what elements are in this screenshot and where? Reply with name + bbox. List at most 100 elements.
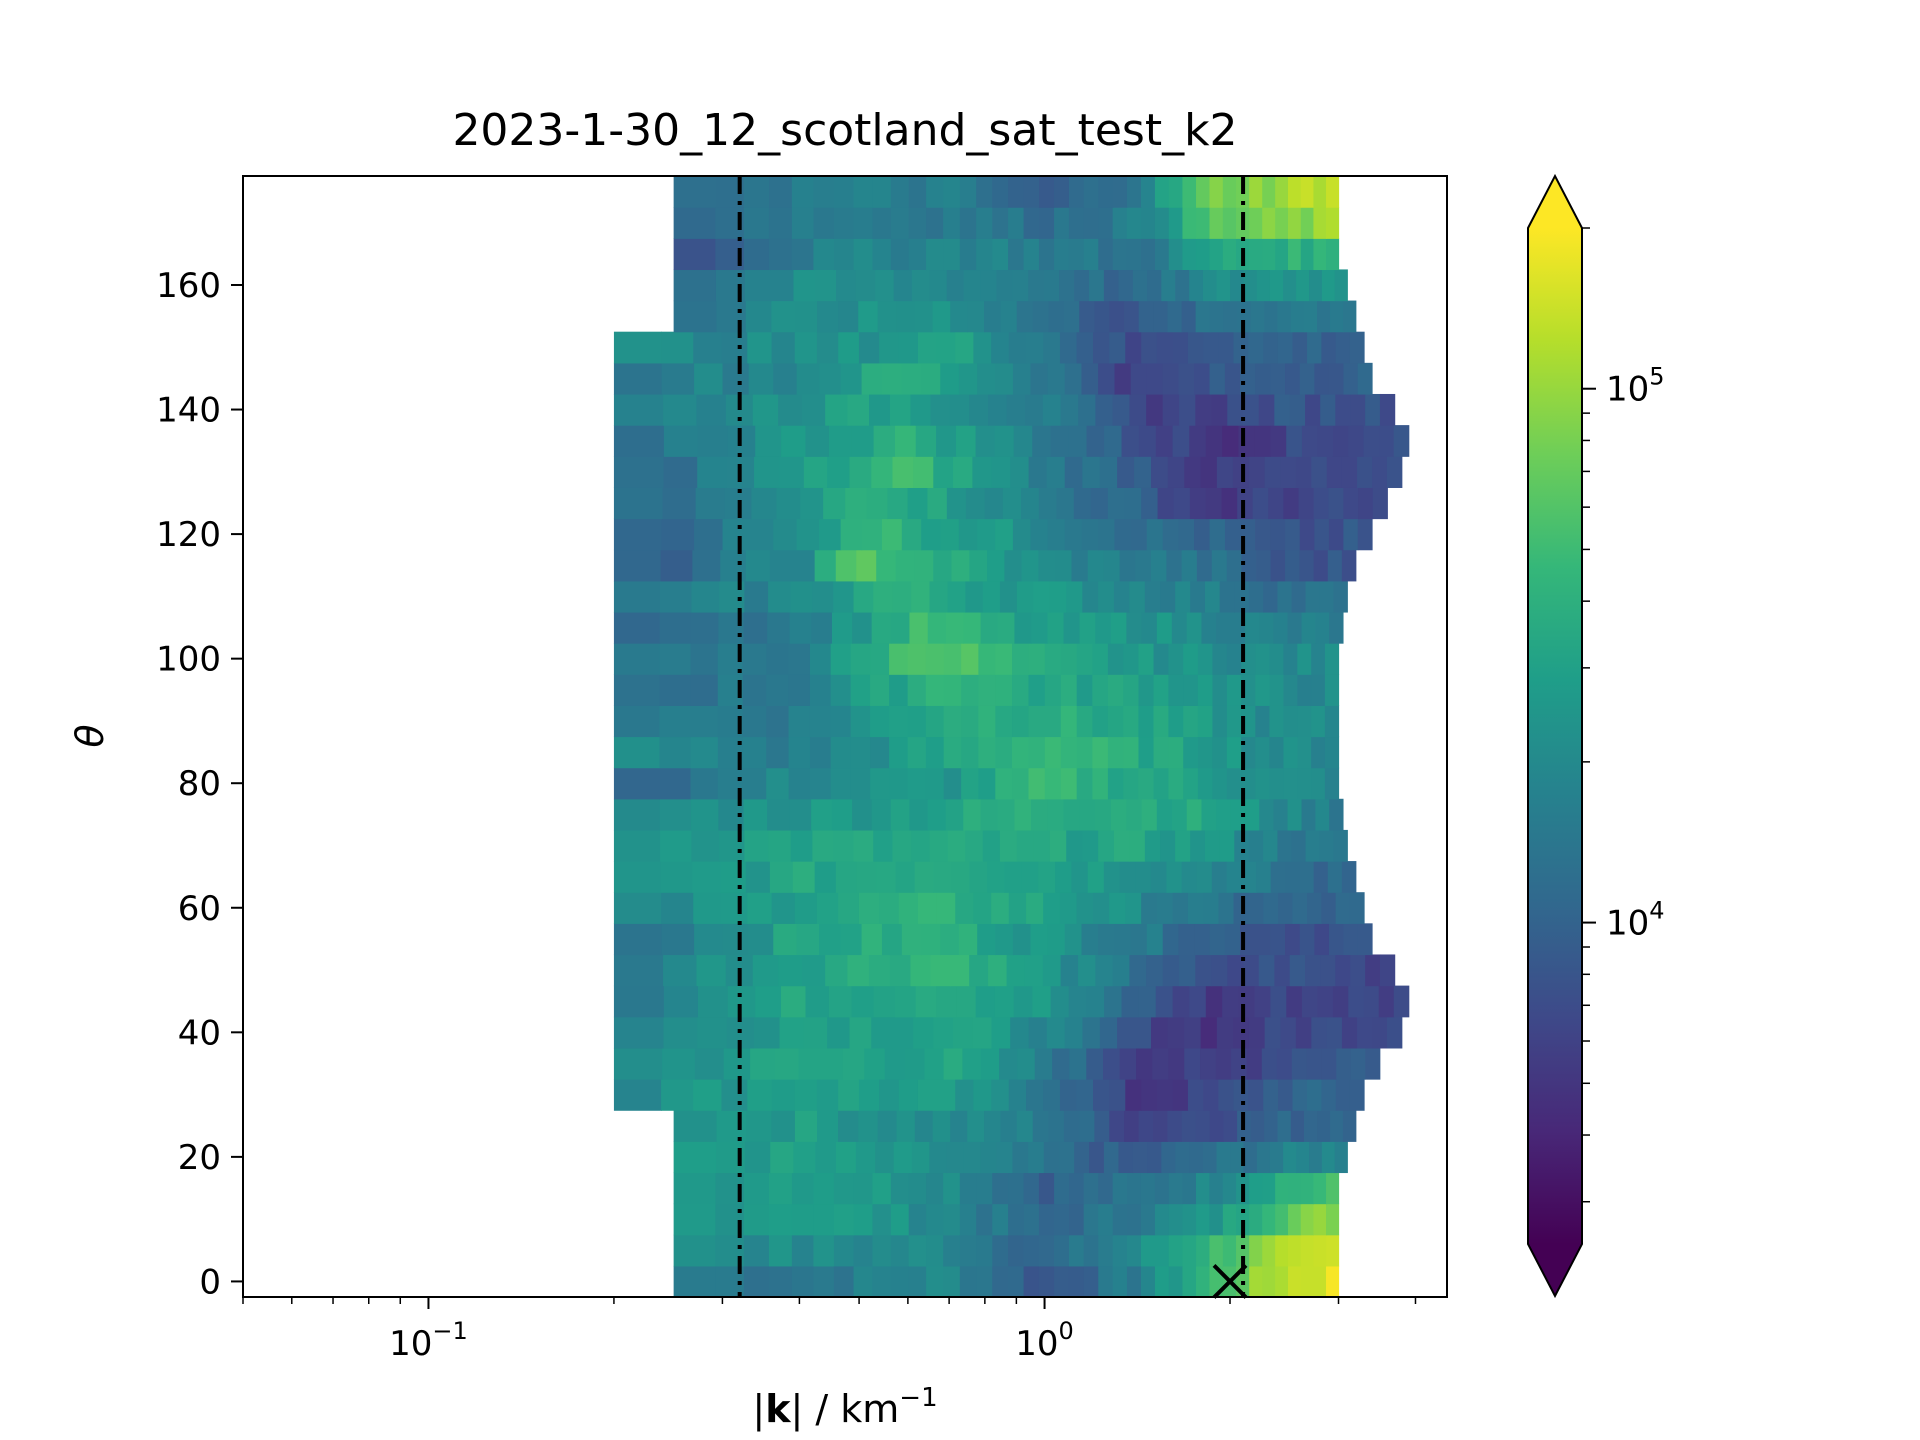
heatmap-cell: [1098, 518, 1116, 551]
heatmap-cell: [1016, 300, 1034, 333]
heatmap-cell: [1140, 1234, 1156, 1267]
heatmap-cell: [929, 829, 949, 862]
heatmap-cell: [1083, 1203, 1099, 1236]
heatmap-cell: [1285, 518, 1301, 551]
heatmap-cell: [1299, 549, 1315, 582]
heatmap-cell: [813, 1265, 835, 1298]
heatmap-cell: [1314, 362, 1330, 395]
heatmap-cell: [660, 580, 693, 613]
heatmap-cell: [1175, 1141, 1190, 1174]
heatmap-cell: [1112, 238, 1128, 271]
heatmap-cell: [1168, 1234, 1184, 1267]
heatmap-cell: [1230, 1141, 1245, 1174]
heatmap-cell: [1335, 892, 1351, 924]
heatmap-cell: [1008, 238, 1025, 271]
heatmap-cell: [1076, 705, 1093, 738]
heatmap-cell: [907, 643, 927, 675]
heatmap-cell: [1024, 393, 1044, 426]
heatmap-cell: [1216, 456, 1234, 488]
heatmap-cell: [896, 1110, 916, 1142]
heatmap-cell: [1219, 829, 1235, 862]
heatmap-cell: [949, 393, 970, 426]
heatmap-cell: [1168, 1203, 1184, 1236]
heatmap-cell: [1358, 487, 1374, 520]
heatmap-cell: [1076, 331, 1094, 364]
heatmap-cell: [1156, 611, 1173, 644]
heatmap-cell: [1306, 1047, 1323, 1080]
heatmap-cell: [1187, 1079, 1204, 1111]
heatmap-cell: [1315, 611, 1330, 644]
heatmap-cell: [1092, 767, 1109, 800]
heatmap-cell: [926, 1265, 944, 1298]
heatmap-cell: [1026, 1079, 1044, 1111]
heatmap-cell: [613, 861, 662, 893]
reference-lines: [737, 176, 1246, 1297]
heatmap-cell: [1285, 362, 1301, 395]
heatmap-cell: [1201, 798, 1217, 831]
heatmap-cell: [892, 580, 912, 613]
heatmap-cell: [1379, 393, 1396, 426]
heatmap-cell: [992, 176, 1009, 208]
heatmap-cell: [1224, 362, 1241, 395]
heatmap-cell: [1233, 1079, 1250, 1111]
heatmap-cell: [1209, 1234, 1224, 1267]
heatmap-cell: [1255, 705, 1271, 738]
heatmap-cell: [823, 487, 846, 520]
heatmap-cell: [881, 518, 903, 551]
x-axis: 10−1 100: [242, 1297, 1417, 1364]
heatmap-cell: [1098, 176, 1114, 208]
heatmap-cell: [1008, 331, 1027, 364]
heatmap-cell: [1154, 207, 1170, 239]
heatmap-cell: [802, 393, 826, 426]
heatmap-cell: [1311, 705, 1326, 738]
heatmap-cell: [893, 1141, 913, 1174]
heatmap-cell: [893, 269, 913, 302]
heatmap-cell: [673, 1172, 717, 1205]
heatmap-cell: [827, 1016, 851, 1049]
heatmap-cell: [747, 892, 773, 924]
heatmap-cell: [853, 207, 874, 239]
heatmap-cell: [1194, 362, 1211, 395]
marker-layer: [1212, 1264, 1248, 1299]
heatmap-cell: [1386, 456, 1403, 488]
heatmap-cell: [1222, 207, 1237, 239]
heatmap-cell: [830, 736, 852, 769]
heatmap-cell: [1050, 425, 1070, 457]
heatmap-cell: [851, 425, 875, 457]
heatmap-cell: [1183, 643, 1199, 675]
heatmap-cell: [1243, 954, 1260, 987]
heatmap-cell: [1275, 1234, 1289, 1267]
heatmap-cell: [872, 176, 892, 208]
heatmap-cell: [901, 362, 922, 395]
heatmap-cell: [779, 456, 805, 488]
heatmap-cell: [1038, 1234, 1055, 1267]
heatmap-cell: [1287, 798, 1303, 831]
heatmap-cell: [858, 1110, 879, 1142]
heatmap-cell: [768, 176, 793, 208]
heatmap-cell: [838, 1079, 860, 1111]
heatmap-cell: [1114, 362, 1132, 395]
heatmap-cell: [1094, 300, 1110, 333]
heatmap-cell: [963, 269, 981, 302]
heatmap-cell: [855, 1141, 876, 1174]
heatmap-cell: [1348, 425, 1365, 457]
heatmap-cell: [613, 487, 664, 520]
heatmap-cell: [716, 1110, 747, 1142]
heatmap-cell: [959, 1203, 977, 1236]
heatmap-cell: [1319, 829, 1335, 862]
heatmap-cell: [850, 767, 871, 800]
heatmap-cell: [813, 1234, 835, 1267]
heatmap-cell: [1081, 362, 1099, 395]
heatmap-cell: [1305, 829, 1321, 862]
heatmap-cell: [1121, 425, 1140, 457]
heatmap-cell: [1166, 861, 1183, 893]
heatmap-cell: [743, 176, 770, 208]
heatmap-cell: [1275, 238, 1289, 271]
heatmap-cell: [1287, 611, 1303, 644]
heatmap-cell: [901, 518, 922, 551]
heatmap-cell: [1234, 580, 1250, 613]
heatmap-cell: [1313, 238, 1327, 271]
heatmap-cell: [1209, 300, 1224, 333]
heatmap-cell: [956, 425, 977, 457]
heatmap-cell: [921, 362, 941, 395]
